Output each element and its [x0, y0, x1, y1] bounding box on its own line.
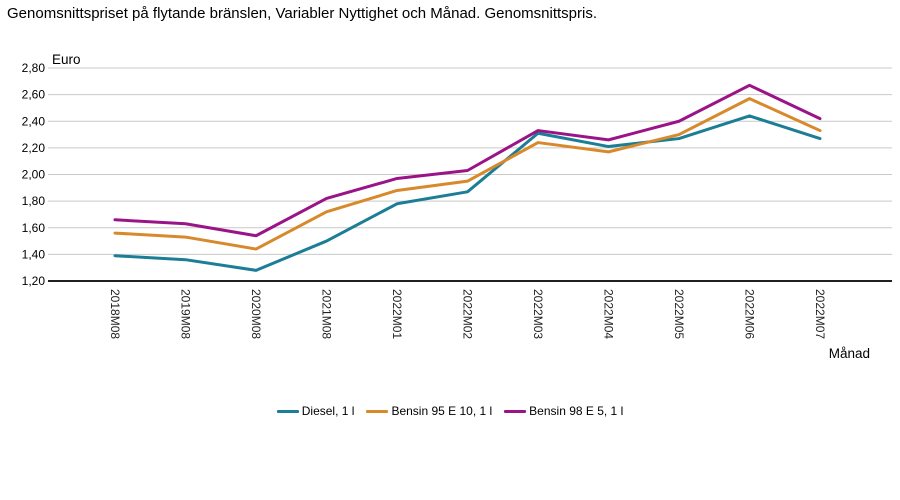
x-axis-title: Månad — [829, 346, 870, 361]
legend-swatch-bensin98-icon — [504, 409, 527, 413]
legend-label-bensin95: Bensin 95 E 10, 1 l — [391, 404, 493, 418]
y-tick-label: 1,60 — [22, 221, 46, 235]
y-tick-label: 1,20 — [22, 274, 46, 288]
legend-item-bensin98: Bensin 98 E 5, 1 l — [504, 404, 623, 418]
x-tick-label: 2018M08 — [108, 289, 122, 339]
chart-title: Genomsnittspriset på flytande bränslen, … — [7, 5, 598, 22]
y-tick-label: 2,60 — [22, 88, 46, 102]
x-tick-label: 2019M08 — [179, 289, 193, 339]
y-tick-label: 2,40 — [22, 114, 46, 128]
series-line-2 — [113, 83, 822, 238]
y-tick-label: 1,80 — [22, 194, 46, 208]
series-line-1 — [113, 97, 822, 251]
y-tick-label: 1,40 — [22, 247, 46, 261]
legend-item-diesel: Diesel, 1 l — [276, 404, 355, 418]
x-tick-label: 2022M03 — [531, 289, 545, 339]
y-axis-unit-label: Euro — [52, 52, 81, 67]
legend-swatch-diesel-icon — [276, 409, 299, 413]
legend-swatch-bensin95-icon — [366, 409, 389, 413]
y-tick-label: 2,80 — [22, 61, 46, 75]
x-tick-label: 2022M02 — [461, 289, 475, 339]
y-tick-label: 2,20 — [22, 141, 46, 155]
y-tick-label: 2,00 — [22, 168, 46, 182]
x-tick-label: 2022M07 — [813, 289, 827, 339]
x-tick-label: 2020M08 — [249, 289, 263, 339]
x-tick-label: 2022M06 — [743, 289, 757, 339]
x-tick-label: 2022M04 — [602, 289, 616, 339]
x-tick-label: 2021M08 — [320, 289, 334, 339]
legend-item-bensin95: Bensin 95 E 10, 1 l — [366, 404, 492, 418]
x-tick-label: 2022M01 — [390, 289, 404, 339]
series-line-0 — [113, 114, 822, 272]
legend-label-diesel: Diesel, 1 l — [301, 404, 355, 418]
chart-legend: Diesel, 1 l Bensin 95 E 10, 1 l Bensin 9… — [0, 401, 900, 421]
legend-label-bensin98: Bensin 98 E 5, 1 l — [529, 404, 624, 418]
x-tick-label: 2022M05 — [672, 289, 686, 339]
